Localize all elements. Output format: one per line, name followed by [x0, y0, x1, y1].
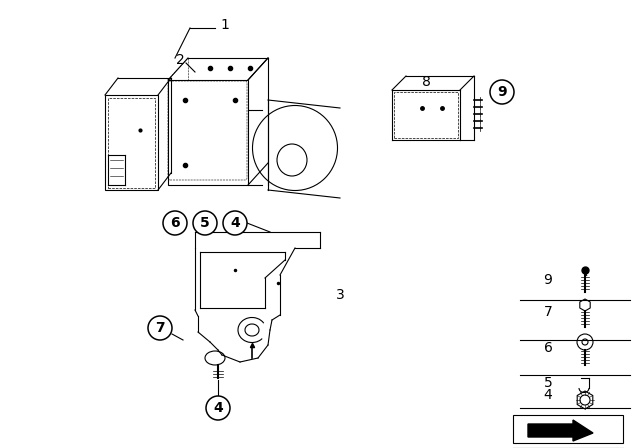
Text: 6: 6 — [170, 216, 180, 230]
Text: 7: 7 — [155, 321, 165, 335]
Text: 4: 4 — [230, 216, 240, 230]
Bar — [513, 415, 623, 443]
Text: 9: 9 — [497, 85, 507, 99]
Text: 2: 2 — [175, 53, 184, 67]
Polygon shape — [528, 420, 593, 441]
Text: 9: 9 — [543, 273, 552, 287]
Bar — [108, 98, 155, 188]
Circle shape — [490, 80, 514, 104]
Text: 3: 3 — [335, 288, 344, 302]
Text: 4: 4 — [543, 388, 552, 402]
Text: 5: 5 — [200, 216, 210, 230]
Text: 6: 6 — [543, 341, 552, 355]
Text: 8: 8 — [422, 75, 431, 89]
Circle shape — [193, 211, 217, 235]
Circle shape — [163, 211, 187, 235]
Text: 1: 1 — [221, 18, 229, 32]
Text: 4: 4 — [213, 401, 223, 415]
Circle shape — [223, 211, 247, 235]
Text: 7: 7 — [543, 305, 552, 319]
Circle shape — [148, 316, 172, 340]
Circle shape — [206, 396, 230, 420]
Bar — [394, 92, 458, 138]
Text: 5: 5 — [543, 376, 552, 390]
